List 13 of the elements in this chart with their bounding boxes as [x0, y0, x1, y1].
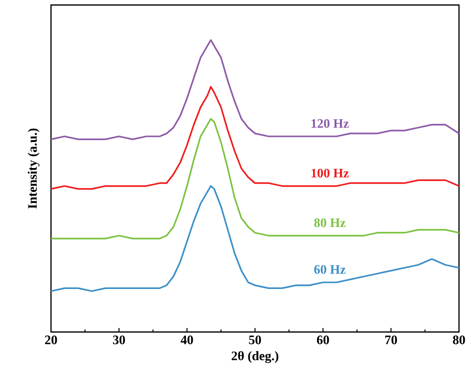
series-label: 120 Hz [312, 119, 349, 128]
series-label: 60 Hz [314, 265, 346, 274]
x-tick-label: 50 [249, 336, 261, 344]
x-tick-label: 20 [45, 336, 57, 344]
series-label: 100 Hz [312, 168, 349, 178]
x-axis-title: 2θ (deg.) [232, 351, 278, 364]
x-tick-label: 70 [385, 336, 397, 344]
series-label: 80 Hz [314, 218, 346, 228]
x-tick-label: 80 [452, 336, 465, 344]
x-tick-label: 40 [180, 336, 193, 344]
y-axis-title: Intensity (a.u.) [28, 128, 40, 209]
x-tick-label: 30 [113, 336, 125, 344]
x-tick-label: 60 [316, 336, 329, 344]
